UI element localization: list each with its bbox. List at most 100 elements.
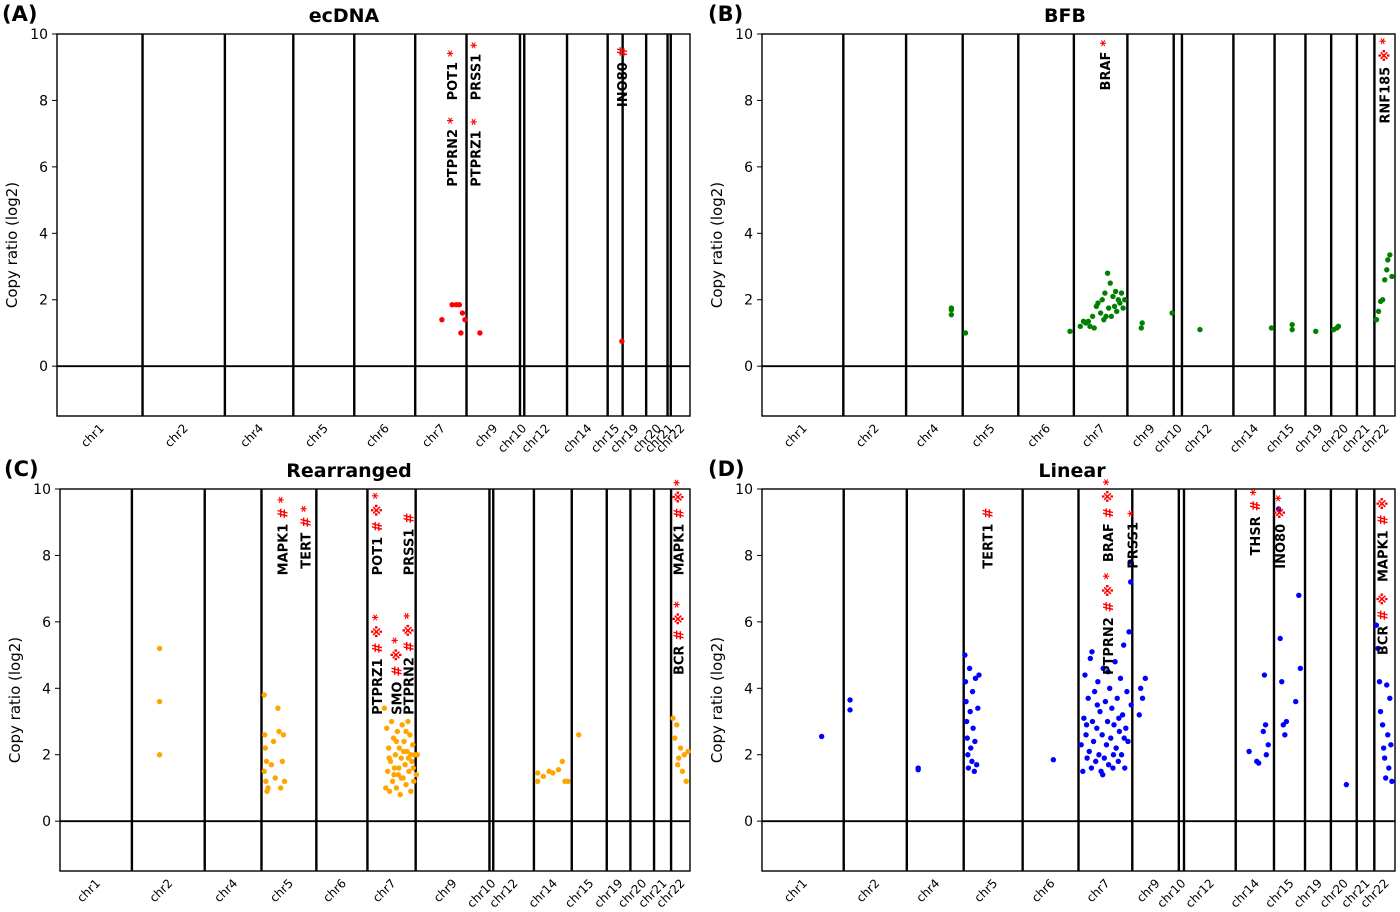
x-tick-label: chr5 [267,876,296,905]
data-point [381,705,388,711]
x-tick-label: chr10 [1151,421,1185,455]
data-point [1120,305,1126,311]
gene-marker: # * [1249,489,1264,511]
data-point [965,752,971,758]
data-point [1103,313,1109,320]
data-point [1275,506,1282,512]
y-tick-label: 10 [735,482,753,498]
data-point [1110,293,1116,300]
x-tick-label: chr7 [1079,421,1108,450]
data-point [1122,765,1128,771]
x-tick-label: chr7 [1084,876,1113,905]
x-tick-label: chr14 [560,421,594,455]
data-point [1086,748,1092,755]
x-tick-label: chr6 [1024,421,1053,450]
data-point [679,768,686,775]
data-point [280,732,287,738]
data-point [675,762,681,768]
data-point [1111,722,1117,728]
y-tick-label: 2 [42,748,51,764]
data-point [1139,320,1145,326]
data-point [388,718,395,725]
gene-marker: # ※ * [673,601,688,641]
data-point [396,745,402,751]
data-point [1104,270,1111,276]
y-tick-label: 8 [42,548,51,564]
data-point [268,762,275,768]
gene-label: PTPRN2# ※ * [402,612,417,714]
gene-marker: ※ * [1274,495,1289,519]
data-point [384,768,391,775]
data-point [1381,755,1388,761]
data-point [1343,781,1350,788]
x-tick-label: chr15 [1262,876,1296,910]
panel-title: ecDNA [309,5,380,27]
data-point [393,738,400,745]
data-point [847,707,853,713]
data-point [674,722,680,728]
data-point [1142,675,1149,682]
data-point [1118,752,1125,758]
y-tick-label: 4 [744,681,753,697]
data-point [972,675,979,682]
data-point [1089,718,1096,725]
x-tick-label: chr4 [913,421,942,450]
data-point [1118,290,1125,296]
data-point [685,748,691,755]
data-point [1100,771,1106,778]
y-tick-label: 0 [744,359,753,375]
data-point [962,678,969,685]
data-point [550,770,556,776]
gene-label: POT1# ※ * [371,492,386,575]
data-point [263,758,270,765]
data-point [1107,280,1113,286]
data-point [1099,297,1105,303]
data-point [1297,665,1304,672]
gene-marker: # ※ * [1102,573,1117,613]
y-axis-label: Copy ratio (log2) [708,182,726,308]
data-point [535,770,541,776]
data-point [402,762,408,768]
gene-marker: * [469,118,484,125]
plot-frame [761,33,1396,417]
x-tick-label: chr7 [370,876,399,905]
data-point [1375,308,1382,315]
data-point [1255,760,1262,766]
data-point [672,735,678,741]
data-point [1095,678,1101,685]
gene-marker: # ※ * [371,492,386,532]
data-point [1127,579,1134,585]
data-point [969,758,975,765]
x-tick-label: chr5 [302,421,331,450]
data-point [1085,695,1091,701]
data-point [1116,728,1123,735]
data-point [275,705,281,711]
data-point [1296,592,1302,598]
data-point [1282,732,1288,738]
data-point [462,316,468,323]
data-point [1139,695,1146,701]
data-point [281,778,288,785]
data-point [1169,310,1175,316]
data-point [1096,752,1102,758]
gene-label: BCR# ※ [1377,593,1392,656]
y-tick-label: 10 [30,27,48,43]
x-tick-label: chr2 [853,421,882,450]
data-point [1114,695,1120,701]
data-point [1078,742,1084,748]
gene-label: SMO# ※ * [390,637,405,715]
data-point [1088,765,1095,771]
data-point [398,755,404,761]
data-point [1117,300,1123,306]
x-tick-label: chr6 [363,421,392,450]
data-point [398,775,404,781]
x-tick-label: chr1 [74,876,103,905]
data-point [1375,645,1381,652]
data-point [1289,326,1295,333]
data-point [1050,757,1057,763]
data-point [1335,323,1342,330]
data-point [681,752,688,758]
data-point [1137,685,1144,692]
gene-marker: * [1126,510,1141,517]
